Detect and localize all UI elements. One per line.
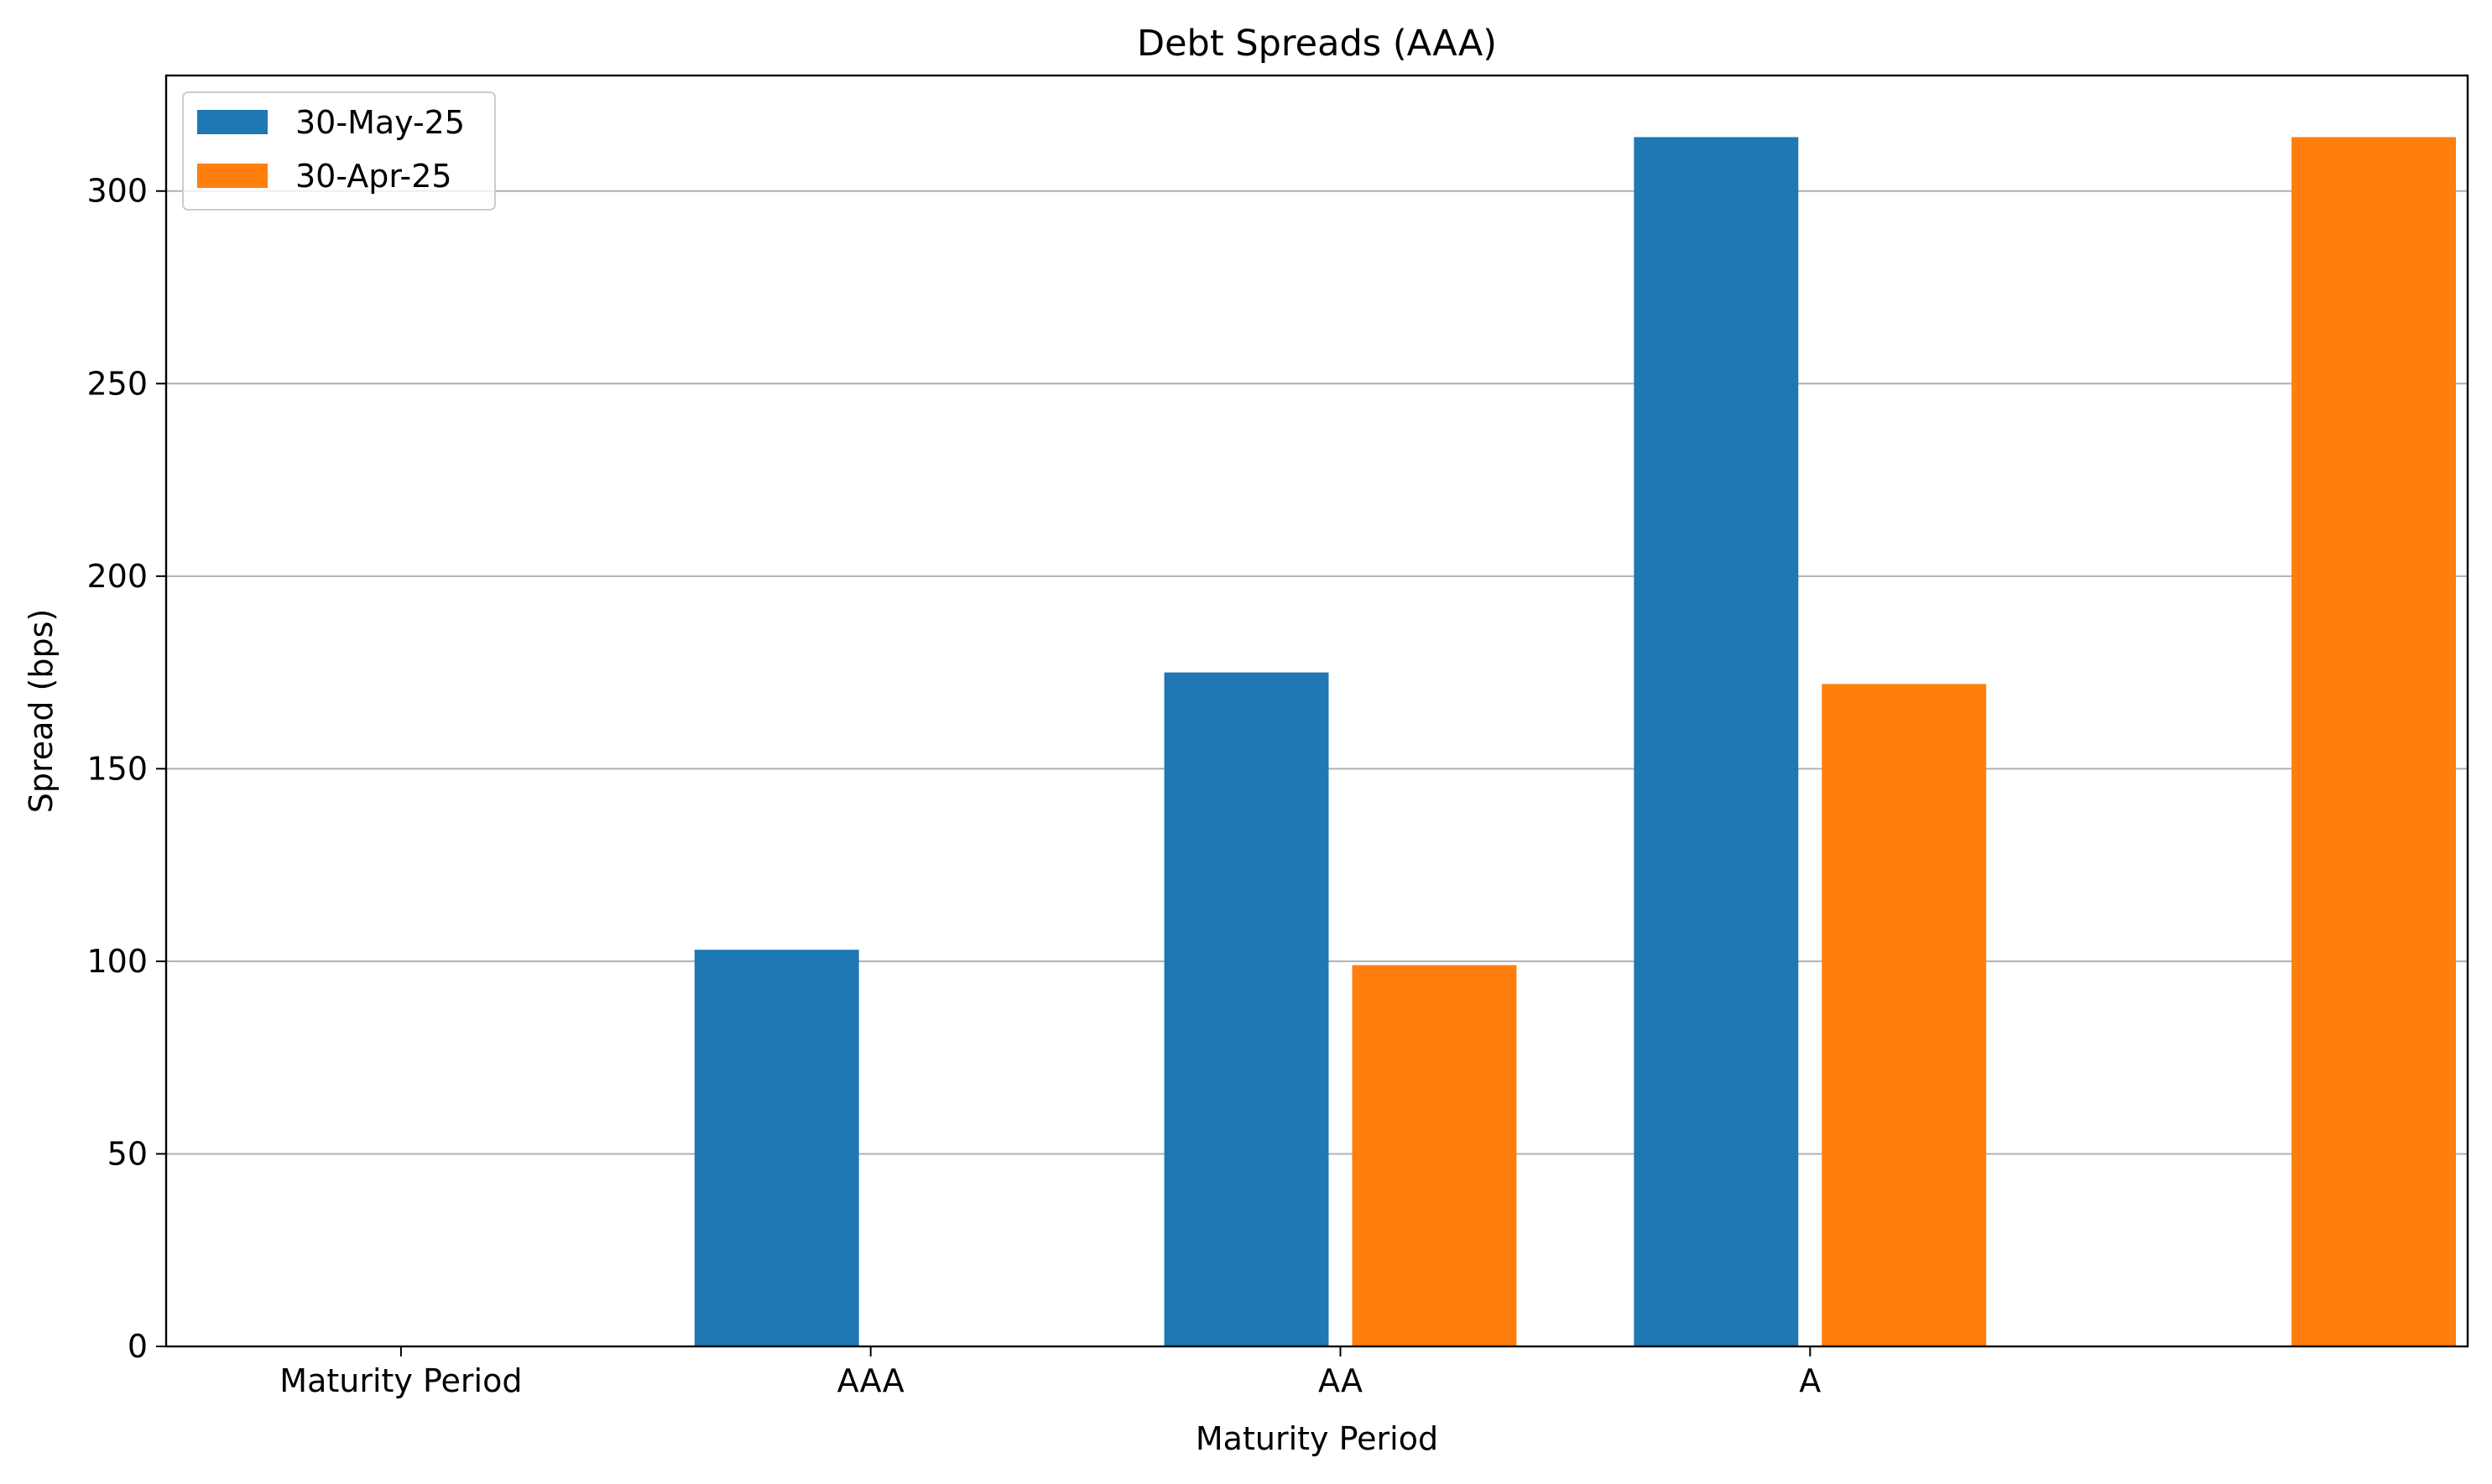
legend: 30-May-25 30-Apr-25 [182, 91, 496, 211]
x-axis-label: Maturity Period [1196, 1420, 1438, 1457]
bar-30-apr-25-a [1822, 684, 1987, 1346]
x-tick-label: AA [1318, 1362, 1363, 1399]
bar-30-may-25-a [1634, 137, 1799, 1346]
bars [694, 137, 2457, 1346]
x-tick-label: Maturity Period [279, 1362, 522, 1399]
legend-swatch-30-may-25 [197, 110, 268, 134]
y-tick-label: 200 [86, 558, 148, 595]
legend-swatch-30-apr-25 [197, 164, 268, 188]
y-tick-label: 300 [86, 173, 148, 210]
bar-30-may-25-aaa [694, 950, 859, 1346]
y-tick-label: 50 [107, 1135, 148, 1172]
legend-label-30-apr-25: 30-Apr-25 [295, 158, 452, 195]
bar-30-may-25-aa [1164, 672, 1329, 1346]
x-axis-ticks: Maturity Period AAA AA A [279, 1346, 1821, 1399]
x-tick-label: A [1799, 1362, 1821, 1399]
bar-30-apr-25-aa [1352, 965, 1517, 1346]
y-tick-label: 0 [128, 1328, 148, 1365]
y-tick-label: 100 [86, 943, 148, 980]
legend-label-30-may-25: 30-May-25 [295, 104, 465, 141]
y-axis-ticks: 0 50 100 150 200 250 300 [86, 173, 166, 1365]
chart-title: Debt Spreads (AAA) [1137, 23, 1497, 65]
y-tick-label: 250 [86, 365, 148, 402]
bar-30-apr-25-pos-4 [2291, 137, 2457, 1346]
x-tick-label: AAA [837, 1362, 905, 1399]
plot-frame [164, 74, 2469, 1348]
y-axis-label: Spread (bps) [23, 609, 60, 814]
y-tick-label: 150 [86, 750, 148, 787]
